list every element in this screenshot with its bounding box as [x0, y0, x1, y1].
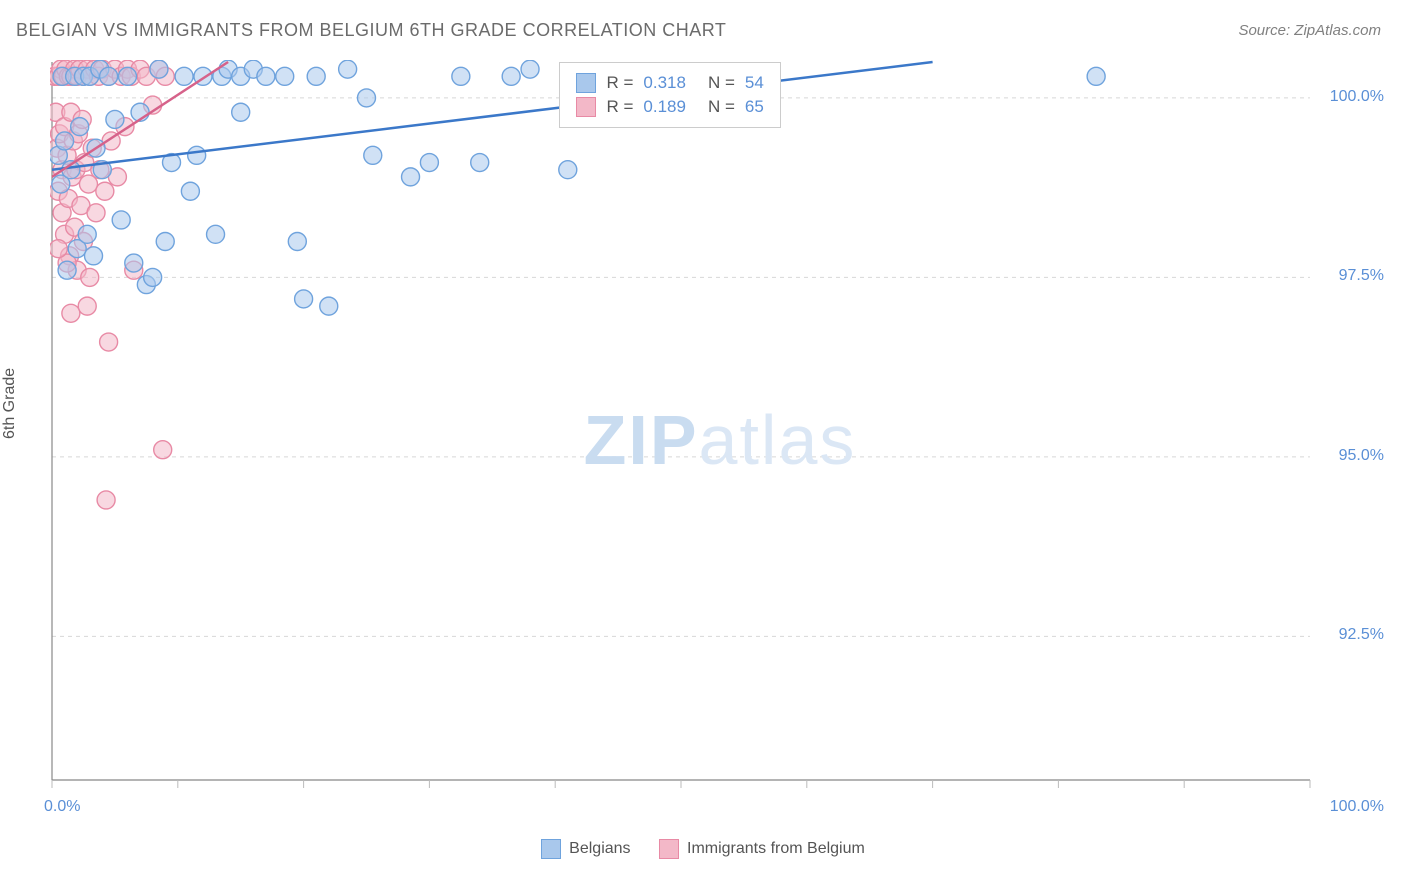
chart-title: BELGIAN VS IMMIGRANTS FROM BELGIUM 6TH G…	[16, 20, 726, 41]
stats-swatch-icon	[576, 97, 596, 117]
stats-n-value: 65	[745, 97, 764, 117]
stats-row: R = 0.189 N = 65	[576, 95, 763, 119]
source-attribution: Source: ZipAtlas.com	[1238, 22, 1381, 39]
legend-swatch-icon	[541, 839, 561, 859]
y-tick-label: 100.0%	[1330, 88, 1384, 106]
stats-row: R = 0.318 N = 54	[576, 71, 763, 95]
x-tick-label: 100.0%	[1330, 798, 1384, 816]
legend-item-belgians: Belgians	[541, 839, 630, 859]
stats-swatch-icon	[576, 73, 596, 93]
stats-n-label: N =	[708, 97, 735, 117]
stats-r-label: R =	[606, 97, 633, 117]
y-axis-label: 6th Grade	[1, 368, 19, 439]
stats-n-value: 54	[745, 73, 764, 93]
stats-r-label: R =	[606, 73, 633, 93]
chart-area: ZIPatlas	[50, 60, 1390, 820]
legend: Belgians Immigrants from Belgium	[0, 839, 1406, 864]
x-tick-label: 0.0%	[44, 798, 80, 816]
scatter-plot	[50, 60, 1390, 820]
y-tick-label: 95.0%	[1339, 447, 1384, 465]
stats-r-value: 0.189	[643, 97, 686, 117]
legend-label: Belgians	[569, 840, 630, 858]
legend-label: Immigrants from Belgium	[687, 840, 865, 858]
stats-r-value: 0.318	[643, 73, 686, 93]
legend-item-immigrants: Immigrants from Belgium	[659, 839, 865, 859]
correlation-stats-box: R = 0.318 N = 54 R = 0.189 N = 65	[559, 62, 780, 128]
legend-swatch-icon	[659, 839, 679, 859]
stats-n-label: N =	[708, 73, 735, 93]
y-tick-label: 92.5%	[1339, 626, 1384, 644]
header: BELGIAN VS IMMIGRANTS FROM BELGIUM 6TH G…	[0, 0, 1406, 51]
y-tick-label: 97.5%	[1339, 267, 1384, 285]
